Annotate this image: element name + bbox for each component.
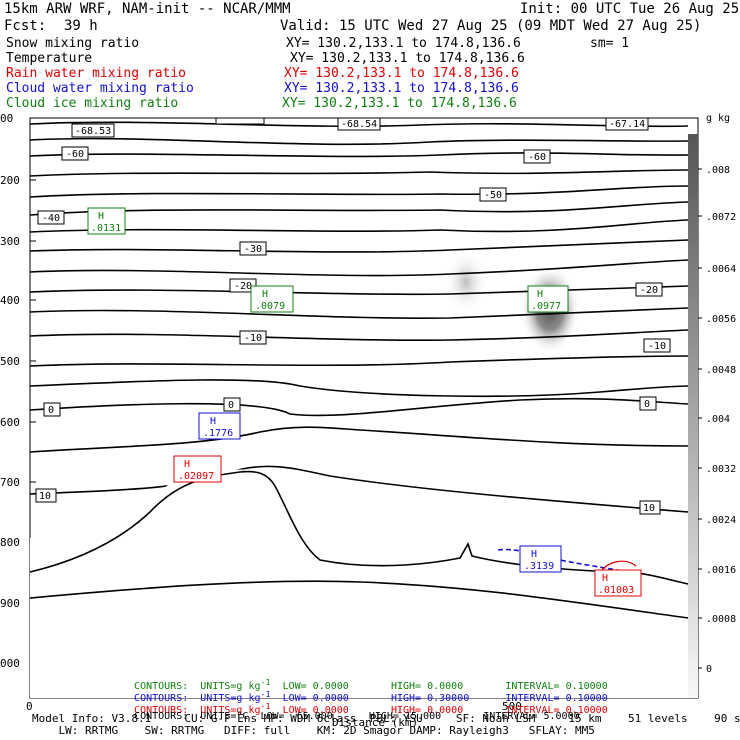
y-tick-label: 600	[0, 416, 20, 429]
rain-contour	[599, 560, 637, 573]
x-tick-label: 0	[26, 700, 33, 713]
colorbar-tick-label: .008	[706, 165, 730, 176]
temp-label: -50	[484, 190, 502, 201]
temp-label: -68.54	[341, 119, 377, 130]
max-value: .0131	[91, 223, 121, 234]
x-tick-label: 500	[502, 700, 522, 713]
snow-shade-small	[444, 250, 488, 314]
fcst-label: Fcst:	[4, 18, 47, 34]
model-info-line2: LW: RRTMG SW: RRTMG DIFF: full KM: 2D Sm…	[32, 724, 595, 737]
max-letter: H	[210, 416, 216, 427]
temp-label: -10	[244, 333, 262, 344]
field-xy-temperature: XY= 130.2,133.1 to 174.8,136.6	[290, 51, 525, 66]
temp-label: 0	[644, 399, 650, 410]
field-xy-cloud-ice: XY= 130.2,133.1 to 174.8,136.6	[282, 96, 517, 111]
max-value: .0079	[255, 301, 285, 312]
temp-label: 0	[228, 400, 234, 411]
x-axis-label: Distance (km)	[332, 716, 418, 729]
max-letter: H	[184, 459, 190, 470]
max-letter: H	[531, 549, 537, 560]
colorbar-tick-label: .0056	[706, 314, 736, 325]
temp-label: -67.14	[609, 119, 645, 130]
contour-info-cloud-water: CONTOURS: UNITS=g kg-1 LOW= 0.0000 HIGH=…	[134, 689, 608, 705]
temp-label: -60	[528, 152, 546, 163]
y-tick-label: 200	[0, 174, 20, 187]
temperature-contours	[29, 121, 689, 513]
temp-label: -10	[648, 341, 666, 352]
colorbar-tick-label: .0072	[706, 212, 736, 223]
colorbar-tick-label: .0024	[706, 515, 736, 526]
y-tick-label: 800	[0, 536, 20, 549]
temp-label: 10	[39, 491, 51, 502]
temp-label: -40	[42, 213, 60, 224]
temp-label: -20	[234, 281, 252, 292]
fcst-value: 39 h	[64, 18, 98, 34]
field-smooth: sm= 1	[590, 36, 630, 51]
temp-label-box	[215, 117, 265, 125]
valid-time: Valid: 15 UTC Wed 27 Aug 25 (09 MDT Wed …	[280, 18, 702, 34]
colorbar-tick-label: .0008	[706, 614, 736, 625]
terrain-outline	[29, 470, 689, 585]
y-tick-label: 00	[0, 112, 13, 125]
contour-info-rain: CONTOURS: UNITS=g kg-1 LOW= 0.0000 HIGH=…	[134, 701, 608, 717]
temp-label: -68.53	[75, 126, 111, 137]
max-value: .02097	[178, 471, 214, 482]
colorbar-tick-label: 0	[706, 664, 712, 675]
y-tick-label: 000	[0, 657, 20, 670]
max-value: .01003	[598, 585, 634, 596]
max-value: .1776	[203, 428, 233, 439]
terrain-fill	[30, 469, 688, 698]
colorbar	[688, 134, 698, 698]
y-tick-label: 700	[0, 476, 20, 489]
temp-label: -20	[640, 285, 658, 296]
model-title: 15km ARW WRF, NAM-init -- NCAR/MMM	[4, 1, 291, 17]
init-time: Init: 00 UTC Tue 26 Aug 25	[520, 1, 740, 17]
field-xy-rain: XY= 130.2,133.1 to 174.8,136.6	[284, 66, 519, 81]
contour-info-temperature: CONTOURS: UNITS=°C LOW= -65.000 HIGH= 15…	[134, 711, 580, 722]
model-info-line1: Model Info: V3.8.1 CU: G-F Ens MP: WDM 6…	[32, 712, 740, 725]
max-letter: H	[262, 289, 268, 300]
field-xy-snow: XY= 130.2,133.1 to 174.8,136.6	[286, 36, 521, 51]
y-tick-label: 300	[0, 235, 20, 248]
temp-label-box	[605, 117, 649, 131]
colorbar-tick-label: .0016	[706, 565, 736, 576]
temp-label-box	[337, 117, 381, 131]
max-letter: H	[537, 289, 543, 300]
temp-label: 10	[643, 503, 655, 514]
y-tick-label: 900	[0, 597, 20, 610]
colorbar-tick-label: .0032	[706, 464, 736, 475]
y-tick-label: 400	[0, 294, 20, 307]
temp-label: -30	[244, 244, 262, 255]
temp-label: 0	[48, 405, 54, 416]
colorbar-tick-label: .0048	[706, 365, 736, 376]
field-name-snow: Snow mixing ratio	[6, 36, 140, 51]
colorbar-unit: g kg	[706, 113, 730, 124]
field-name-rain: Rain water mixing ratio	[6, 66, 187, 81]
temp-label: -60	[66, 149, 84, 160]
colorbar-ticks	[698, 168, 702, 669]
colorbar-tick-label: .004	[706, 414, 730, 425]
max-letter: H	[98, 211, 104, 222]
field-name-cloud-ice: Cloud ice mixing ratio	[6, 96, 179, 111]
lower-contour	[29, 580, 689, 619]
field-name-cloud-water: Cloud water mixing ratio	[6, 81, 194, 96]
max-value: .3139	[524, 561, 554, 572]
contour-info-ice: CONTOURS: UNITS=g kg-1 LOW= 0.0000 HIGH=…	[134, 677, 608, 693]
max-letter: H	[602, 573, 608, 584]
field-name-temperature: Temperature	[6, 51, 93, 66]
max-value: .0977	[531, 301, 561, 312]
field-xy-cloud-water: XY= 130.2,133.1 to 174.8,136.6	[284, 81, 519, 96]
colorbar-tick-label: .0064	[706, 264, 736, 275]
temp-label-box	[71, 123, 115, 138]
y-tick-label: 500	[0, 355, 20, 368]
